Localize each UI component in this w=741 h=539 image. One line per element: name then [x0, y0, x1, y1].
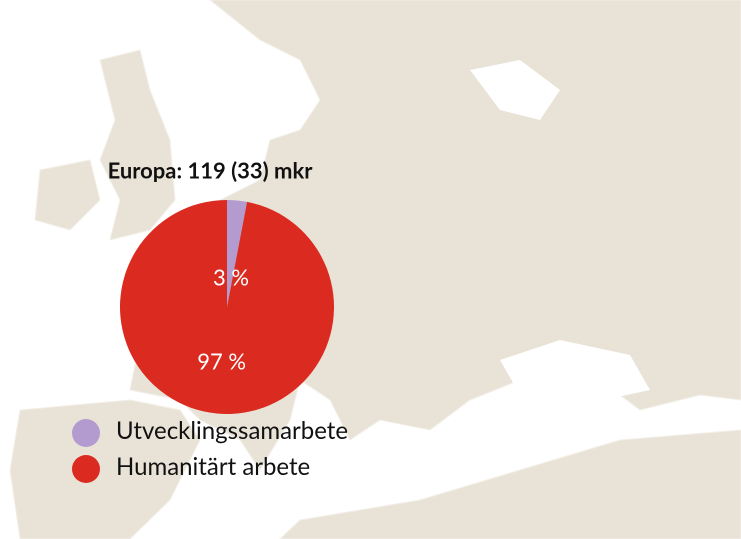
legend-label: Utvecklingssamarbete — [116, 416, 348, 445]
pie-slice — [227, 200, 248, 307]
land-iberia — [9, 399, 201, 539]
land-britain — [99, 49, 176, 241]
data-label: 97 % — [197, 347, 246, 374]
black-sea — [500, 340, 650, 405]
pie-slice — [119, 200, 335, 414]
land-ireland — [34, 159, 101, 231]
land-africa — [279, 429, 741, 539]
legend-swatch — [72, 455, 100, 483]
legend-swatch — [72, 419, 100, 447]
data-label: 3 % — [213, 264, 249, 291]
sea — [470, 60, 560, 120]
chart-title: Europa: 119 (33) mkr — [108, 157, 314, 184]
legend-label: Humanitärt arbete — [116, 452, 310, 481]
